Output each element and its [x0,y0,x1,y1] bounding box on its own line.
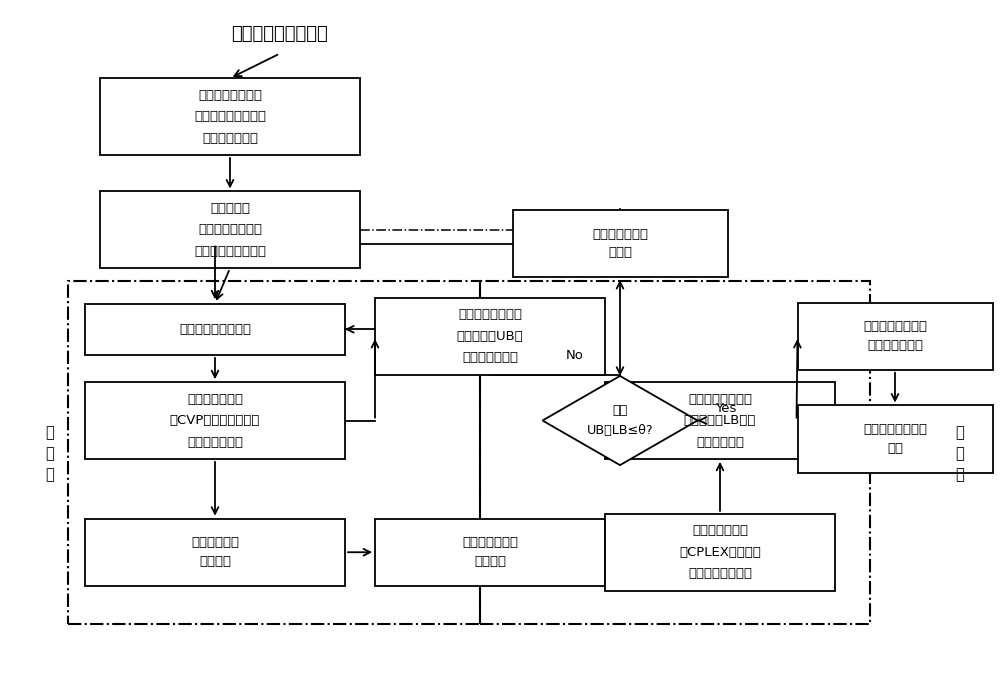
Bar [100,78,360,155]
Bar [605,514,835,591]
Text: 和轨迹输出模块: 和轨迹输出模块 [867,339,923,352]
Text: 从系统优化模块: 从系统优化模块 [187,392,243,405]
Text: 判断: 判断 [612,405,628,417]
Text: 器求解切换序列）: 器求解切换序列） [688,567,752,580]
Text: 提供拉格朗日: 提供拉格朗日 [191,536,239,549]
Text: UB－LB≤θ?: UB－LB≤θ? [587,424,653,436]
Text: 函数和约束集）: 函数和约束集） [202,132,258,145]
Text: （给定调度优化目标: （给定调度优化目标 [194,110,266,123]
Text: 主系统调度序列: 主系统调度序列 [462,536,518,549]
Bar [68,281,480,624]
Text: No: No [566,349,584,362]
Text: （CPLEX整数优化: （CPLEX整数优化 [679,546,761,558]
Text: （CVP法求解切换轨迹: （CVP法求解切换轨迹 [170,414,260,427]
Text: 对偶信息: 对偶信息 [199,555,231,568]
Bar [375,298,605,375]
Text: Yes: Yes [716,402,737,414]
Text: 主
系
统: 主 系 统 [956,425,964,483]
Bar [480,281,870,624]
Text: 储最优序列）: 储最优序列） [696,436,744,449]
Text: 优化模型: 优化模型 [474,555,506,568]
Text: （更新下界LB，存: （更新下界LB，存 [684,414,756,427]
Bar [100,191,360,268]
Text: 最优轨迹存储模块: 最优轨迹存储模块 [458,308,522,321]
Text: 最优牌号切换序列: 最优牌号切换序列 [863,320,927,333]
Bar [512,210,728,277]
Text: 初始化模块: 初始化模块 [210,202,250,215]
Text: 最优序列存储模块: 最优序列存储模块 [688,392,752,405]
Text: 调度切换配方模块: 调度切换配方模块 [198,88,262,102]
Text: （更新上界UB，: （更新上界UB， [457,330,523,342]
Text: 推送到下层控制器: 推送到下层控制器 [863,423,927,436]
Text: 存储最优轨迹）: 存储最优轨迹） [462,351,518,364]
Text: 化序列: 化序列 [608,246,632,259]
Text: 动态优化问题）: 动态优化问题） [187,436,243,449]
Text: （给定模型初始状: （给定模型初始状 [198,224,262,236]
Text: 执行: 执行 [887,442,903,455]
Bar [375,519,605,586]
Bar [85,382,345,459]
Bar [798,303,992,370]
Text: 态，初始调度序列）: 态，初始调度序列） [194,245,266,258]
Text: 从
系
统: 从 系 统 [46,425,54,483]
Text: 聚丙烯产品市场需求: 聚丙烯产品市场需求 [232,25,328,43]
Bar [798,405,992,473]
Bar [85,303,345,355]
Polygon shape [542,376,698,465]
Text: 从系统轨迹优化模型: 从系统轨迹优化模型 [179,323,251,335]
Text: 主系统优化模块: 主系统优化模块 [692,524,748,537]
Text: 重新获取切换优: 重新获取切换优 [592,228,648,241]
Bar [85,519,345,586]
Bar [605,382,835,459]
